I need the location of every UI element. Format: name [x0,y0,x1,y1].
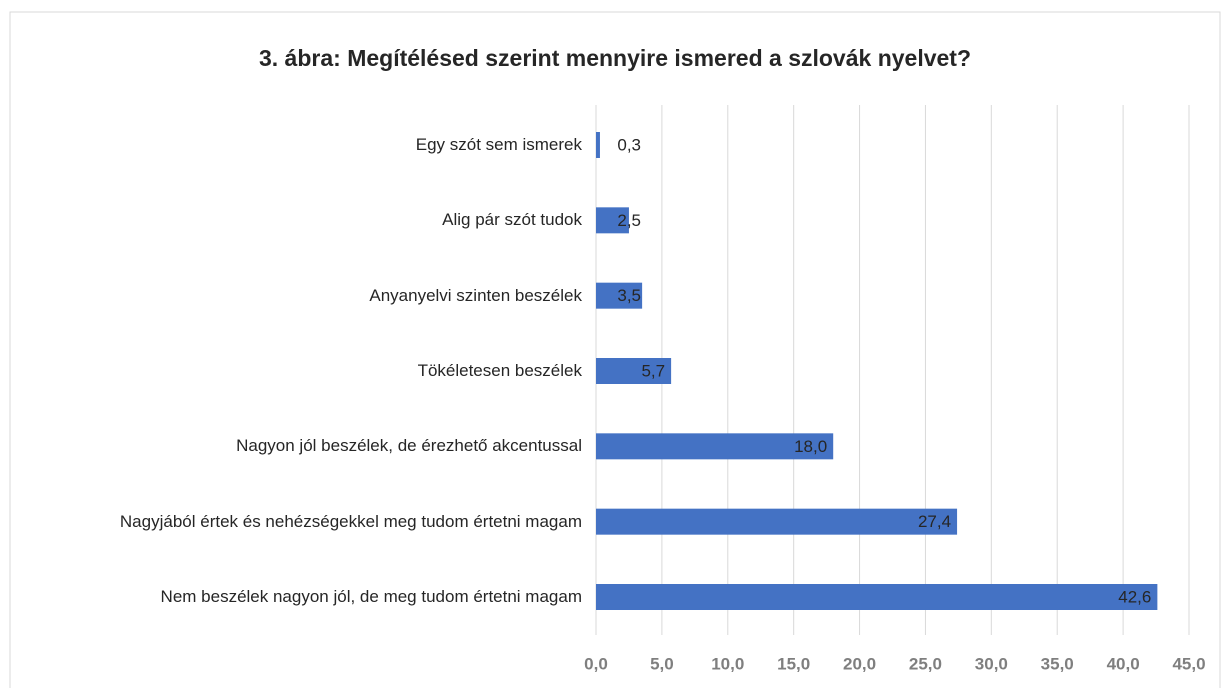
y-tick-label: Nagyjából értek és nehézségekkel meg tud… [119,511,582,531]
data-label: 42,6 [1118,587,1151,606]
bar [596,132,600,158]
x-tick-label: 5,0 [650,654,674,673]
data-label: 2,5 [617,211,641,230]
y-tick-label: Egy szót sem ismerek [415,135,582,154]
x-tick-label: 35,0 [1041,654,1074,673]
x-tick-label: 15,0 [777,654,810,673]
y-tick-label: Nem beszélek nagyon jól, de meg tudom ér… [160,587,582,606]
data-label: 27,4 [918,512,951,531]
x-tick-label: 0,0 [584,654,608,673]
y-tick-label: Anyanyelvi szinten beszélek [369,285,582,305]
bar [596,508,958,535]
x-tick-label: 30,0 [975,654,1008,673]
y-tick-label: Alig pár szót tudok [442,210,582,230]
bar [596,584,1158,610]
x-tick-label: 25,0 [909,654,942,673]
x-tick-label: 20,0 [843,654,876,673]
chart-border [9,11,1221,688]
data-label: 0,3 [617,135,641,154]
bar [596,282,643,309]
bar [596,207,629,234]
bar [596,433,834,460]
bar [596,358,672,384]
x-tick-label: 45,0 [1172,654,1205,673]
y-tick-label: Nagyon jól beszélek, de érezhető akcentu… [236,436,582,456]
chart-title: 3. ábra: Megítélésed szerint mennyire is… [259,45,971,71]
y-tick-label: Tökéletesen beszélek [417,361,582,380]
x-tick-label: 40,0 [1107,654,1140,673]
data-label: 5,7 [641,361,665,380]
data-label: 18,0 [794,437,827,456]
x-tick-label: 10,0 [711,654,744,673]
data-label: 3,5 [617,286,641,305]
